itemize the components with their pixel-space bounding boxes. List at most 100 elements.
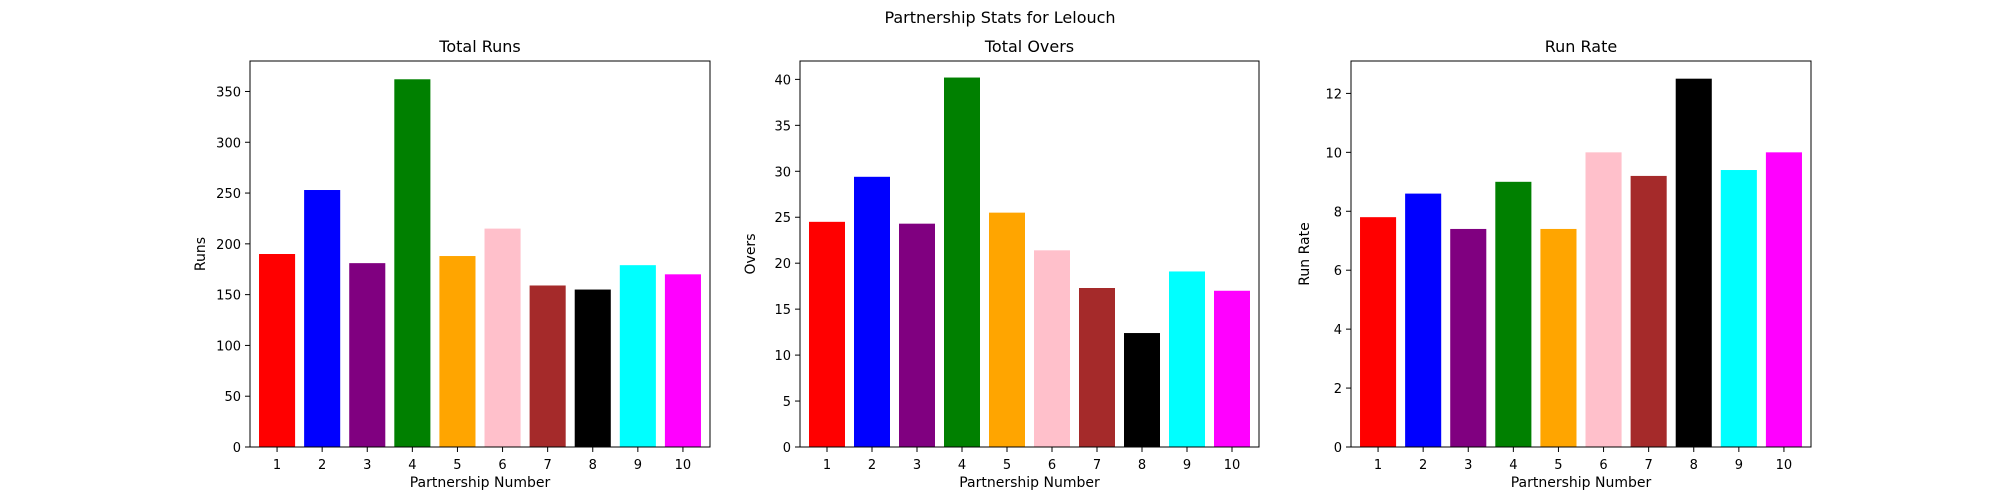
bar-10 — [664, 274, 701, 447]
bar-5 — [989, 212, 1025, 447]
y-tick-label: 35 — [774, 119, 791, 134]
y-tick-label: 25 — [774, 211, 791, 226]
bar-7 — [529, 285, 566, 447]
bar-7 — [1630, 175, 1667, 448]
x-tick-label: 10 — [675, 458, 692, 473]
bar-2 — [1405, 193, 1442, 447]
bar-8 — [1124, 333, 1160, 447]
x-tick-label: 5 — [1554, 458, 1562, 473]
y-tick-label: 300 — [216, 136, 241, 151]
x-tick-label: 1 — [1374, 458, 1382, 473]
y-tick-label: 5 — [783, 395, 791, 410]
x-tick-label: 9 — [1183, 458, 1191, 473]
x-tick-label: 6 — [1048, 458, 1056, 473]
x-tick-label: 1 — [823, 458, 831, 473]
bar-1 — [809, 221, 845, 447]
bar-4 — [394, 79, 431, 447]
bar-8 — [1675, 78, 1712, 448]
y-tick-label: 200 — [216, 238, 241, 253]
x-tick-label: 2 — [1419, 458, 1427, 473]
x-tick-label: 10 — [1224, 458, 1241, 473]
y-axis-title: Overs — [743, 234, 759, 275]
axes-frame — [799, 60, 1260, 448]
y-tick-label: 250 — [216, 187, 241, 202]
bar-8 — [574, 289, 611, 447]
bar-2 — [854, 176, 890, 448]
chart-title: Total Overs — [984, 37, 1074, 56]
bar-1 — [259, 254, 296, 447]
x-tick-label: 4 — [1509, 458, 1517, 473]
bar-4 — [944, 77, 980, 447]
axes-frame — [1350, 60, 1812, 448]
y-tick-label: 15 — [774, 303, 791, 318]
y-tick-label: 0 — [233, 441, 241, 456]
y-tick-label: 10 — [1325, 146, 1342, 161]
y-tick-label: 4 — [1334, 323, 1342, 338]
bar-3 — [349, 263, 386, 447]
chart-title: Run Rate — [1545, 37, 1617, 56]
bar-5 — [439, 256, 476, 447]
bar-9 — [619, 265, 656, 447]
y-tick-label: 50 — [224, 390, 241, 405]
x-tick-label: 2 — [868, 458, 876, 473]
bar-4 — [1495, 181, 1532, 447]
x-tick-label: 8 — [1690, 458, 1698, 473]
x-tick-label: 9 — [634, 458, 642, 473]
bar-9 — [1720, 170, 1757, 447]
chart-panel-2: 1 2 3 4 5 6 7 8 9 10 0 5 10 15 20 25 30 35 40 Total Overs Pa… — [743, 37, 1260, 491]
y-tick-label: 30 — [774, 165, 791, 180]
x-tick-label: 8 — [1138, 458, 1146, 473]
y-tick-label: 10 — [774, 349, 791, 364]
bar-6 — [1034, 250, 1070, 447]
x-tick-label: 3 — [913, 458, 921, 473]
y-tick-label: 0 — [1334, 441, 1342, 456]
bar-9 — [1169, 271, 1205, 447]
x-tick-label: 3 — [1464, 458, 1472, 473]
y-tick-label: 350 — [216, 85, 241, 100]
bar-10 — [1765, 152, 1802, 447]
figure-suptitle: Partnership Stats for Lelouch — [884, 8, 1116, 27]
bar-1 — [1360, 217, 1397, 447]
y-tick-label: 100 — [216, 339, 241, 354]
x-tick-label: 7 — [544, 458, 552, 473]
y-tick-label: 40 — [774, 73, 791, 88]
x-axis-title: Partnership Number — [959, 475, 1100, 491]
bar-7 — [1079, 288, 1115, 447]
x-tick-label: 4 — [958, 458, 966, 473]
bar-10 — [1214, 290, 1250, 447]
x-tick-label: 6 — [498, 458, 506, 473]
y-tick-label: 150 — [216, 289, 241, 304]
x-tick-label: 1 — [273, 458, 281, 473]
y-tick-label: 0 — [783, 441, 791, 456]
y-axis-title: Run Rate — [1297, 222, 1313, 285]
y-tick-label: 8 — [1334, 205, 1342, 220]
x-tick-label: 4 — [408, 458, 416, 473]
x-tick-label: 3 — [363, 458, 371, 473]
x-tick-label: 7 — [1093, 458, 1101, 473]
x-axis-title: Partnership Number — [410, 475, 551, 491]
bar-3 — [899, 223, 935, 447]
x-tick-label: 8 — [589, 458, 597, 473]
y-tick-label: 6 — [1334, 264, 1342, 279]
bar-3 — [1450, 228, 1487, 447]
y-axis-title: Runs — [193, 237, 209, 271]
chart-title: Total Runs — [438, 37, 520, 56]
x-tick-label: 5 — [453, 458, 461, 473]
bar-5 — [1540, 228, 1577, 447]
x-tick-label: 5 — [1003, 458, 1011, 473]
axes-frame — [249, 60, 711, 448]
x-tick-label: 9 — [1735, 458, 1743, 473]
bar-6 — [1585, 152, 1622, 447]
x-tick-label: 7 — [1645, 458, 1653, 473]
y-tick-label: 20 — [774, 257, 791, 272]
y-tick-label: 2 — [1334, 382, 1342, 397]
bar-2 — [304, 190, 341, 447]
bar-6 — [484, 228, 521, 447]
y-tick-label: 12 — [1325, 87, 1342, 102]
x-axis-title: Partnership Number — [1511, 475, 1652, 491]
x-tick-label: 6 — [1599, 458, 1607, 473]
x-tick-label: 2 — [318, 458, 326, 473]
